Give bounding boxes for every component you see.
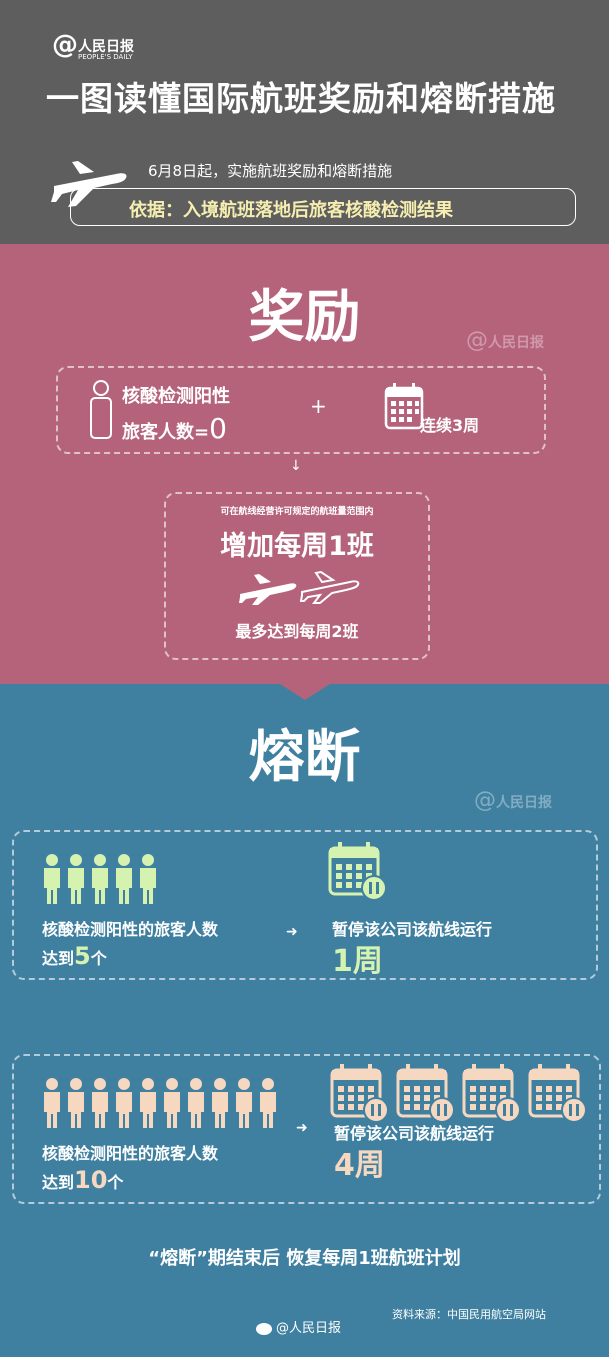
person-icon: [212, 1078, 228, 1128]
fuse2-duration: 4周: [334, 1148, 385, 1183]
basis-box: 依据：入境航班落地后旅客核酸检测结果: [70, 188, 576, 226]
reward-heading: 奖励: [248, 285, 361, 350]
reward-small-note: 可在航线经营许可规定的航班量范围内: [220, 507, 374, 517]
reward-cond-line2: 旅客人数=0: [122, 412, 227, 445]
down-arrow-icon: ↓: [290, 458, 302, 474]
watermark-text: 人民日报: [488, 335, 544, 351]
calendar-pause-icon: [330, 1064, 389, 1123]
people-group-10: [42, 1078, 282, 1130]
person-icon: [116, 854, 132, 904]
reward-section: 奖励 @人民日报 核酸检测阳性 旅客人数=0 + 连续3周 ↓ 可在航线经营许可…: [0, 244, 609, 684]
reward-result-box: 可在航线经营许可规定的航班量范围内 增加每周1班 最多达到每周2班: [164, 492, 430, 660]
at-icon: @: [466, 328, 488, 353]
right-arrow-icon: ➜: [286, 924, 298, 940]
fuse1-cond-line2: 达到5个: [42, 942, 107, 970]
right-arrow-icon: ➜: [296, 1120, 308, 1136]
header-section: @ 人民日报 PEOPLE'S DAILY 一图读懂国际航班奖励和熔断措施 6月…: [0, 0, 609, 244]
reward-max-flight: 最多达到每周2班: [235, 622, 359, 641]
people-group-5: [42, 854, 162, 906]
fuse1-suffix: 个: [90, 949, 107, 968]
fuse1-duration: 1周: [332, 944, 383, 979]
fuse1-prefix: 达到: [42, 949, 75, 968]
at-icon: @: [474, 788, 496, 813]
reward-add-flight: 增加每周1班: [220, 531, 374, 562]
plane-icon: [50, 152, 130, 208]
calendar-pause-icon: [328, 842, 387, 901]
person-icon: [140, 854, 156, 904]
watermark-logo: @人民日报: [474, 788, 552, 813]
fuse2-suffix: 个: [107, 1173, 124, 1192]
person-icon: [92, 1078, 108, 1128]
fuse-section: 熔断 @人民日报 核酸检测阳性的旅客人数 达到5个 ➜ 暂停该公司该航线运行 1…: [0, 684, 609, 1357]
watermark-logo: @人民日报: [466, 328, 544, 353]
fuse-row-1: 核酸检测阳性的旅客人数 达到5个 ➜ 暂停该公司该航线运行 1周: [12, 830, 598, 980]
person-icon: [68, 1078, 84, 1128]
fuse1-action: 暂停该公司该航线运行: [332, 920, 493, 939]
page-title: 一图读懂国际航班奖励和熔断措施: [46, 79, 556, 118]
person-icon: [88, 380, 114, 440]
plus-sign: +: [310, 394, 327, 418]
section-pointer-top: [280, 684, 330, 700]
person-icon: [68, 854, 84, 904]
reward-weeks: 连续3周: [420, 416, 480, 435]
person-icon: [236, 1078, 252, 1128]
person-icon: [116, 1078, 132, 1128]
calendar-pause-icon: [328, 840, 392, 902]
reward-cond-text: 旅客人数=: [122, 422, 210, 443]
logo-text: 人民日报: [78, 39, 134, 55]
logo-subtext: PEOPLE'S DAILY: [78, 53, 133, 61]
weibo-icon: [256, 1322, 272, 1335]
person-icon: [44, 854, 60, 904]
person-icon: [140, 1078, 156, 1128]
fuse2-cond-line2: 达到10个: [42, 1166, 123, 1194]
fuse-heading: 熔断: [248, 725, 361, 790]
plane-icon: [238, 568, 300, 606]
fuse2-action: 暂停该公司该航线运行: [334, 1124, 495, 1143]
weibo-handle: @人民日报: [256, 1317, 341, 1336]
calendar-pause-icon: [396, 1064, 455, 1123]
source-line: 资料来源：中国民用航空局网站: [392, 1308, 546, 1321]
reward-cond-line1: 核酸检测阳性: [122, 386, 230, 407]
person-icon: [188, 1078, 204, 1128]
weibo-text: @人民日报: [276, 1321, 342, 1336]
basis-line: 依据：入境航班落地后旅客核酸检测结果: [129, 200, 453, 221]
fuse2-prefix: 达到: [42, 1173, 75, 1192]
fuse2-number: 10: [74, 1166, 108, 1194]
person-icon: [44, 1078, 60, 1128]
person-icon: [260, 1078, 276, 1128]
calendar-icon: [384, 382, 424, 430]
fuse1-cond-line1: 核酸检测阳性的旅客人数: [42, 920, 219, 939]
fuse1-number: 5: [74, 942, 91, 970]
watermark-text: 人民日报: [496, 795, 552, 811]
calendar-pause-group: [330, 1062, 592, 1124]
calendar-pause-icon: [528, 1064, 587, 1123]
person-icon: [164, 1078, 180, 1128]
calendar-pause-icon: [462, 1064, 521, 1123]
date-line: 6月8日起，实施航班奖励和熔断措施: [148, 162, 393, 180]
recover-line: “熔断”期结束后 恢复每周1班航班计划: [148, 1248, 461, 1269]
at-icon: @: [52, 30, 78, 60]
person-icon: [92, 854, 108, 904]
plane-outline-icon: [300, 566, 362, 604]
reward-zero: 0: [209, 412, 227, 445]
reward-condition-box: 核酸检测阳性 旅客人数=0 + 连续3周: [56, 366, 546, 454]
section-pointer: [280, 668, 330, 684]
fuse2-cond-line1: 核酸检测阳性的旅客人数: [42, 1144, 219, 1163]
fuse-row-2: 核酸检测阳性的旅客人数 达到10个 ➜ 暂停该公司该航线运行 4周: [12, 1054, 601, 1204]
